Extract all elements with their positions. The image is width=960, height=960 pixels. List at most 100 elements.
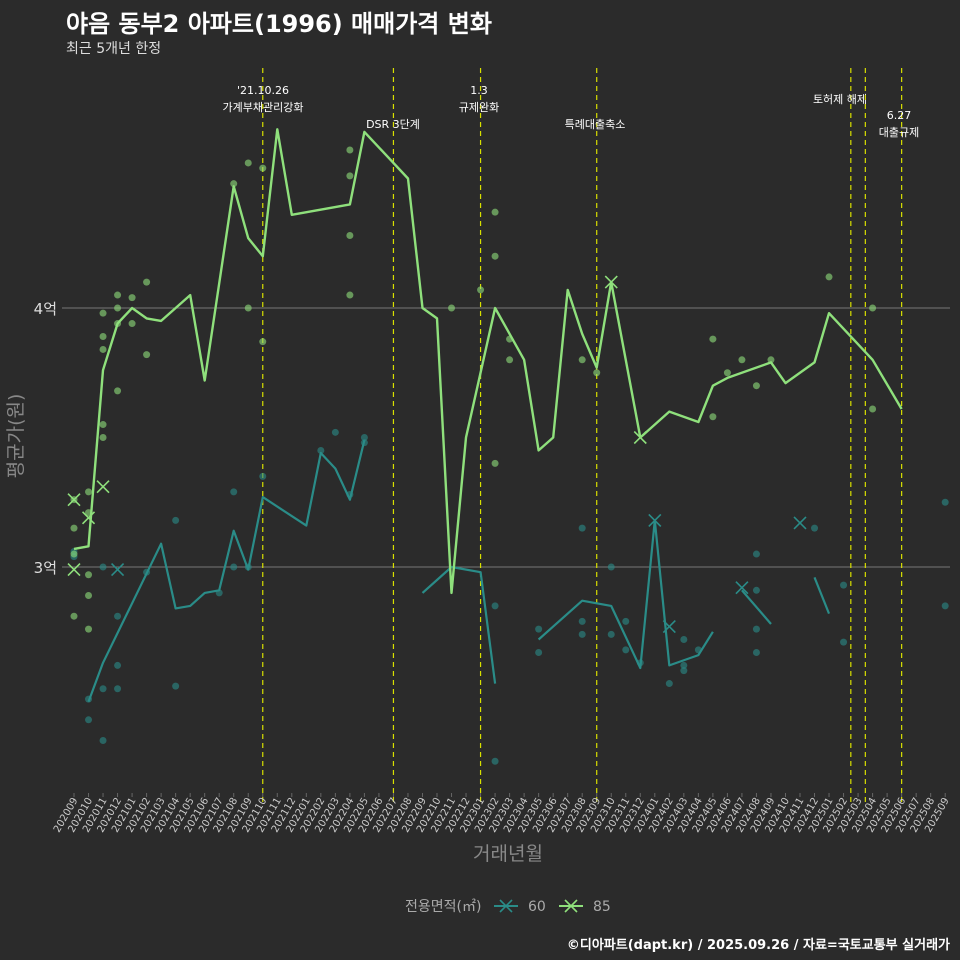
data-point-85 xyxy=(491,208,499,216)
data-point-60 xyxy=(811,524,819,532)
data-point-85 xyxy=(346,291,354,299)
data-point-85 xyxy=(767,356,775,364)
series-line-60 xyxy=(813,576,831,615)
chart-title: 야음 동부2 아파트(1996) 매매가격 변화 xyxy=(66,10,492,38)
data-point-85 xyxy=(128,320,136,328)
event-label: '21.10.26 xyxy=(237,84,289,97)
data-point-85 xyxy=(244,304,252,312)
data-point-60 xyxy=(752,648,760,656)
legend-swatch-cross xyxy=(499,899,513,913)
cross-marker-60 xyxy=(110,563,125,577)
cross-stroke xyxy=(604,275,618,289)
event-label: 가계부채관리강화 xyxy=(223,101,304,114)
data-point-85 xyxy=(99,309,107,317)
data-point-60 xyxy=(941,602,949,610)
data-point-60 xyxy=(752,586,760,594)
event-label: 대출규제 xyxy=(879,126,919,139)
cross-marker-60 xyxy=(793,516,807,530)
data-point-85 xyxy=(506,356,514,364)
data-point-85 xyxy=(346,172,354,180)
data-point-60 xyxy=(114,661,122,669)
data-point-85 xyxy=(738,356,746,364)
data-point-85 xyxy=(85,591,93,599)
data-point-85 xyxy=(99,421,107,429)
data-point-60 xyxy=(840,638,848,646)
cross-marker-85 xyxy=(67,493,81,507)
data-point-60 xyxy=(230,563,238,571)
event-label: 1.3 xyxy=(470,84,488,97)
cross-marker-85 xyxy=(81,511,96,525)
series-line-60 xyxy=(537,519,714,670)
event-label: 규제완화 xyxy=(459,101,499,114)
cross-marker-85 xyxy=(67,563,81,577)
data-point-85 xyxy=(85,571,93,579)
data-point-85 xyxy=(244,159,252,167)
series-line-60 xyxy=(421,565,497,684)
data-point-85 xyxy=(85,625,93,633)
legend-label: 85 xyxy=(593,899,611,915)
series-line-85 xyxy=(73,128,903,595)
data-point-85 xyxy=(230,180,238,188)
data-point-60 xyxy=(259,472,267,480)
data-point-85 xyxy=(114,304,122,312)
event-label: 6.27 xyxy=(887,109,912,122)
y-tick-label: 3억 xyxy=(34,559,57,577)
legend-item-60: 60 xyxy=(494,899,546,915)
data-point-85 xyxy=(709,413,717,421)
data-point-85 xyxy=(491,459,499,467)
cross-stroke xyxy=(96,480,110,494)
data-point-85 xyxy=(593,369,601,377)
data-point-60 xyxy=(535,648,543,656)
data-point-85 xyxy=(114,387,122,395)
chart-subtitle: 최근 5개년 한정 xyxy=(66,41,162,57)
data-point-60 xyxy=(360,434,368,441)
cross-marker-60 xyxy=(648,513,662,527)
legend-item-85: 85 xyxy=(559,899,611,915)
data-point-60 xyxy=(578,524,586,532)
data-point-60 xyxy=(578,630,586,638)
cross-stroke xyxy=(67,563,81,577)
data-point-60 xyxy=(752,625,760,633)
data-point-85 xyxy=(143,278,151,286)
gridlines xyxy=(62,307,950,568)
data-point-85 xyxy=(85,488,93,496)
cross-stroke xyxy=(110,563,125,577)
x-tick-labels: 2020092020102020112020122021012021022021… xyxy=(52,793,952,835)
cross-marker-85 xyxy=(604,275,618,289)
series-line-60 xyxy=(741,589,772,625)
data-point-60 xyxy=(491,602,499,610)
data-point-85 xyxy=(70,524,78,532)
data-point-85 xyxy=(346,146,354,154)
data-point-85 xyxy=(143,351,151,359)
data-point-85 xyxy=(752,382,760,390)
y-tick-label: 4억 xyxy=(34,300,57,318)
data-point-60 xyxy=(752,550,760,558)
data-point-85 xyxy=(825,273,833,281)
data-point-60 xyxy=(99,563,107,571)
data-point-85 xyxy=(723,369,731,377)
data-point-60 xyxy=(840,581,848,589)
data-point-85 xyxy=(99,332,107,340)
data-point-85 xyxy=(99,345,107,353)
cross-stroke xyxy=(67,493,81,507)
legend: 전용면적(㎡) 60 85 xyxy=(405,899,611,915)
cross-marker-85 xyxy=(633,430,647,445)
data-point-60 xyxy=(230,488,238,496)
data-point-85 xyxy=(448,304,456,312)
event-label: 토허제 해제 xyxy=(813,92,867,106)
y-axis-title: 평균가(원) xyxy=(5,394,27,479)
data-point-60 xyxy=(85,716,93,724)
cross-stroke xyxy=(793,516,807,530)
y-tick-labels: 3억 4억 xyxy=(34,300,57,577)
data-point-85 xyxy=(70,550,78,558)
cross-stroke xyxy=(648,513,662,527)
data-point-85 xyxy=(128,294,136,302)
cross-stroke xyxy=(81,511,96,525)
data-point-60 xyxy=(317,446,325,454)
data-point-60 xyxy=(680,661,688,669)
cross-marker-60 xyxy=(662,620,676,634)
data-point-60 xyxy=(114,685,122,693)
series-line-60 xyxy=(87,439,366,703)
